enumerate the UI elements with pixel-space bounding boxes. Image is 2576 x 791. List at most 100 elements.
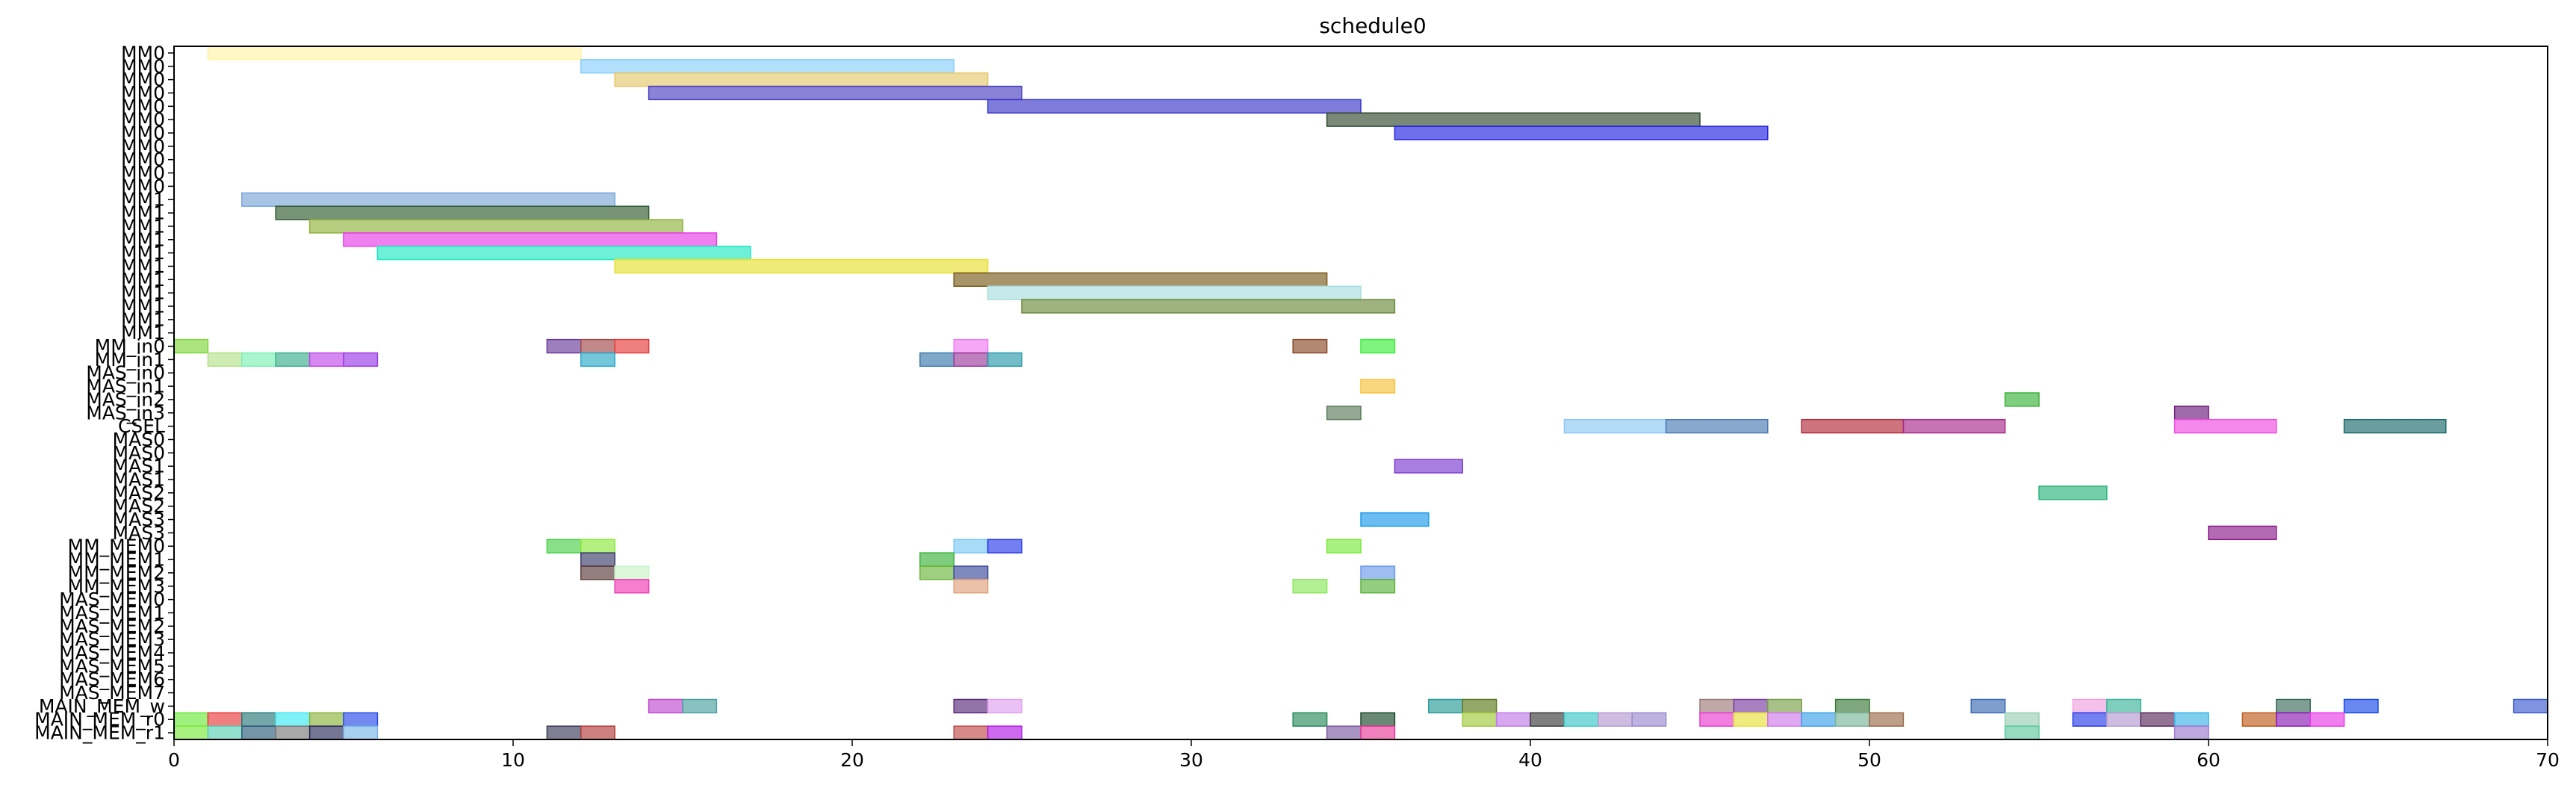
y-tick-label: MAIN_MEM_r0 <box>34 709 165 730</box>
task-bar <box>2276 712 2311 727</box>
task-bar <box>953 698 989 714</box>
task-bar <box>2004 392 2040 407</box>
y-tick-label: MM0 <box>121 135 165 157</box>
y-tick-label: MAS_in3 <box>86 402 165 424</box>
task-bar <box>207 352 243 367</box>
task-bar <box>1326 539 1362 553</box>
y-tick-label: MAS_MEM1 <box>59 602 165 624</box>
task-bar <box>308 712 344 727</box>
task-bar <box>580 725 615 740</box>
task-bar <box>919 352 955 367</box>
x-axis-ticks: 0 10 20 30 40 50 60 70 <box>168 739 2560 771</box>
y-tick-label: MAS2 <box>113 482 165 503</box>
task-bar <box>919 565 955 580</box>
y-tick-label: MM0 <box>121 109 165 131</box>
task-bar <box>1462 698 1498 714</box>
y-tick-label: MAIN_MEM_r1 <box>34 722 165 744</box>
chart-title: schedule0 <box>1319 13 1426 38</box>
task-bar <box>275 725 311 740</box>
task-bar <box>275 205 650 220</box>
task-bar <box>308 725 344 740</box>
task-bar <box>1428 698 1463 714</box>
task-bar <box>2004 712 2040 727</box>
task-bar <box>1902 418 2006 434</box>
task-bar <box>241 192 615 207</box>
task-bar <box>2173 712 2209 727</box>
task-bar <box>343 725 379 740</box>
task-bar <box>1767 698 1802 714</box>
task-bar <box>1360 712 1396 727</box>
y-tick-label: MAS_MEM5 <box>59 655 165 677</box>
task-bar <box>682 698 718 714</box>
task-bar <box>2241 712 2277 727</box>
plot-area-frame <box>173 46 2548 740</box>
task-bar <box>241 725 276 740</box>
task-bar <box>1970 698 2006 714</box>
y-tick-label: MAS_MEM2 <box>59 615 165 637</box>
y-tick-label: MM0 <box>121 122 165 144</box>
y-tick-label: MAIN_MEM_w <box>39 695 165 717</box>
task-bar <box>1360 725 1396 740</box>
task-bar <box>2173 418 2277 434</box>
task-bar <box>1834 712 1870 727</box>
y-tick-label: MAS_MEM6 <box>59 669 165 690</box>
task-bar <box>2513 698 2548 714</box>
task-bar <box>2106 712 2141 727</box>
task-bar <box>953 338 989 354</box>
task-bar <box>1801 712 1837 727</box>
task-bar <box>2208 525 2277 541</box>
task-bar <box>987 352 1022 367</box>
task-bar <box>1360 512 1430 527</box>
task-bar <box>2173 406 2209 421</box>
y-tick-label: MM0 <box>121 176 165 197</box>
task-bar <box>1360 579 1396 594</box>
y-tick-label: MAS_MEM3 <box>59 629 165 651</box>
task-bar <box>275 352 311 367</box>
task-bar <box>241 712 276 727</box>
y-tick-label: MM1 <box>121 322 165 344</box>
task-bar <box>343 352 379 367</box>
task-bar <box>1394 125 1769 140</box>
task-bar <box>1699 698 1735 714</box>
task-bar <box>343 232 718 247</box>
task-bar <box>953 579 989 594</box>
task-bar <box>308 219 683 234</box>
task-bar <box>953 272 1328 287</box>
y-tick-label: MM1 <box>121 242 165 264</box>
task-bar <box>1631 712 1667 727</box>
task-bar <box>580 565 615 580</box>
y-tick-label: MAS0 <box>113 429 165 450</box>
task-bar <box>207 725 243 740</box>
y-tick-label: MAS3 <box>113 522 165 544</box>
task-bar <box>2343 418 2447 434</box>
y-tick-label: MM1 <box>121 202 165 224</box>
task-bar <box>1394 459 1463 474</box>
task-bar <box>614 565 650 580</box>
task-bar <box>953 352 989 367</box>
task-bar <box>1869 712 1905 727</box>
task-bar <box>1801 418 1905 434</box>
task-bar <box>580 352 615 367</box>
task-bar <box>275 712 311 727</box>
task-bar <box>1292 579 1328 594</box>
y-tick-label: MM1 <box>121 282 165 304</box>
task-bar <box>1733 698 1769 714</box>
task-bar <box>1021 299 1396 314</box>
task-bar <box>2173 725 2209 740</box>
task-bar <box>953 539 989 553</box>
task-bar <box>308 352 344 367</box>
y-tick-label: MM_MEM2 <box>68 562 165 583</box>
y-tick-label: MAS1 <box>113 456 165 477</box>
x-tick-label: 0 <box>168 749 180 771</box>
task-bar <box>1598 712 1633 727</box>
task-bar <box>580 59 955 74</box>
y-tick-label: MAS_in0 <box>86 362 165 384</box>
task-bar <box>987 285 1362 300</box>
task-bar <box>614 338 650 354</box>
y-tick-label: MM0 <box>121 82 165 104</box>
task-bar <box>343 712 379 727</box>
x-tick-label: 70 <box>2536 749 2560 771</box>
y-tick-label: MAS_in1 <box>86 376 165 397</box>
